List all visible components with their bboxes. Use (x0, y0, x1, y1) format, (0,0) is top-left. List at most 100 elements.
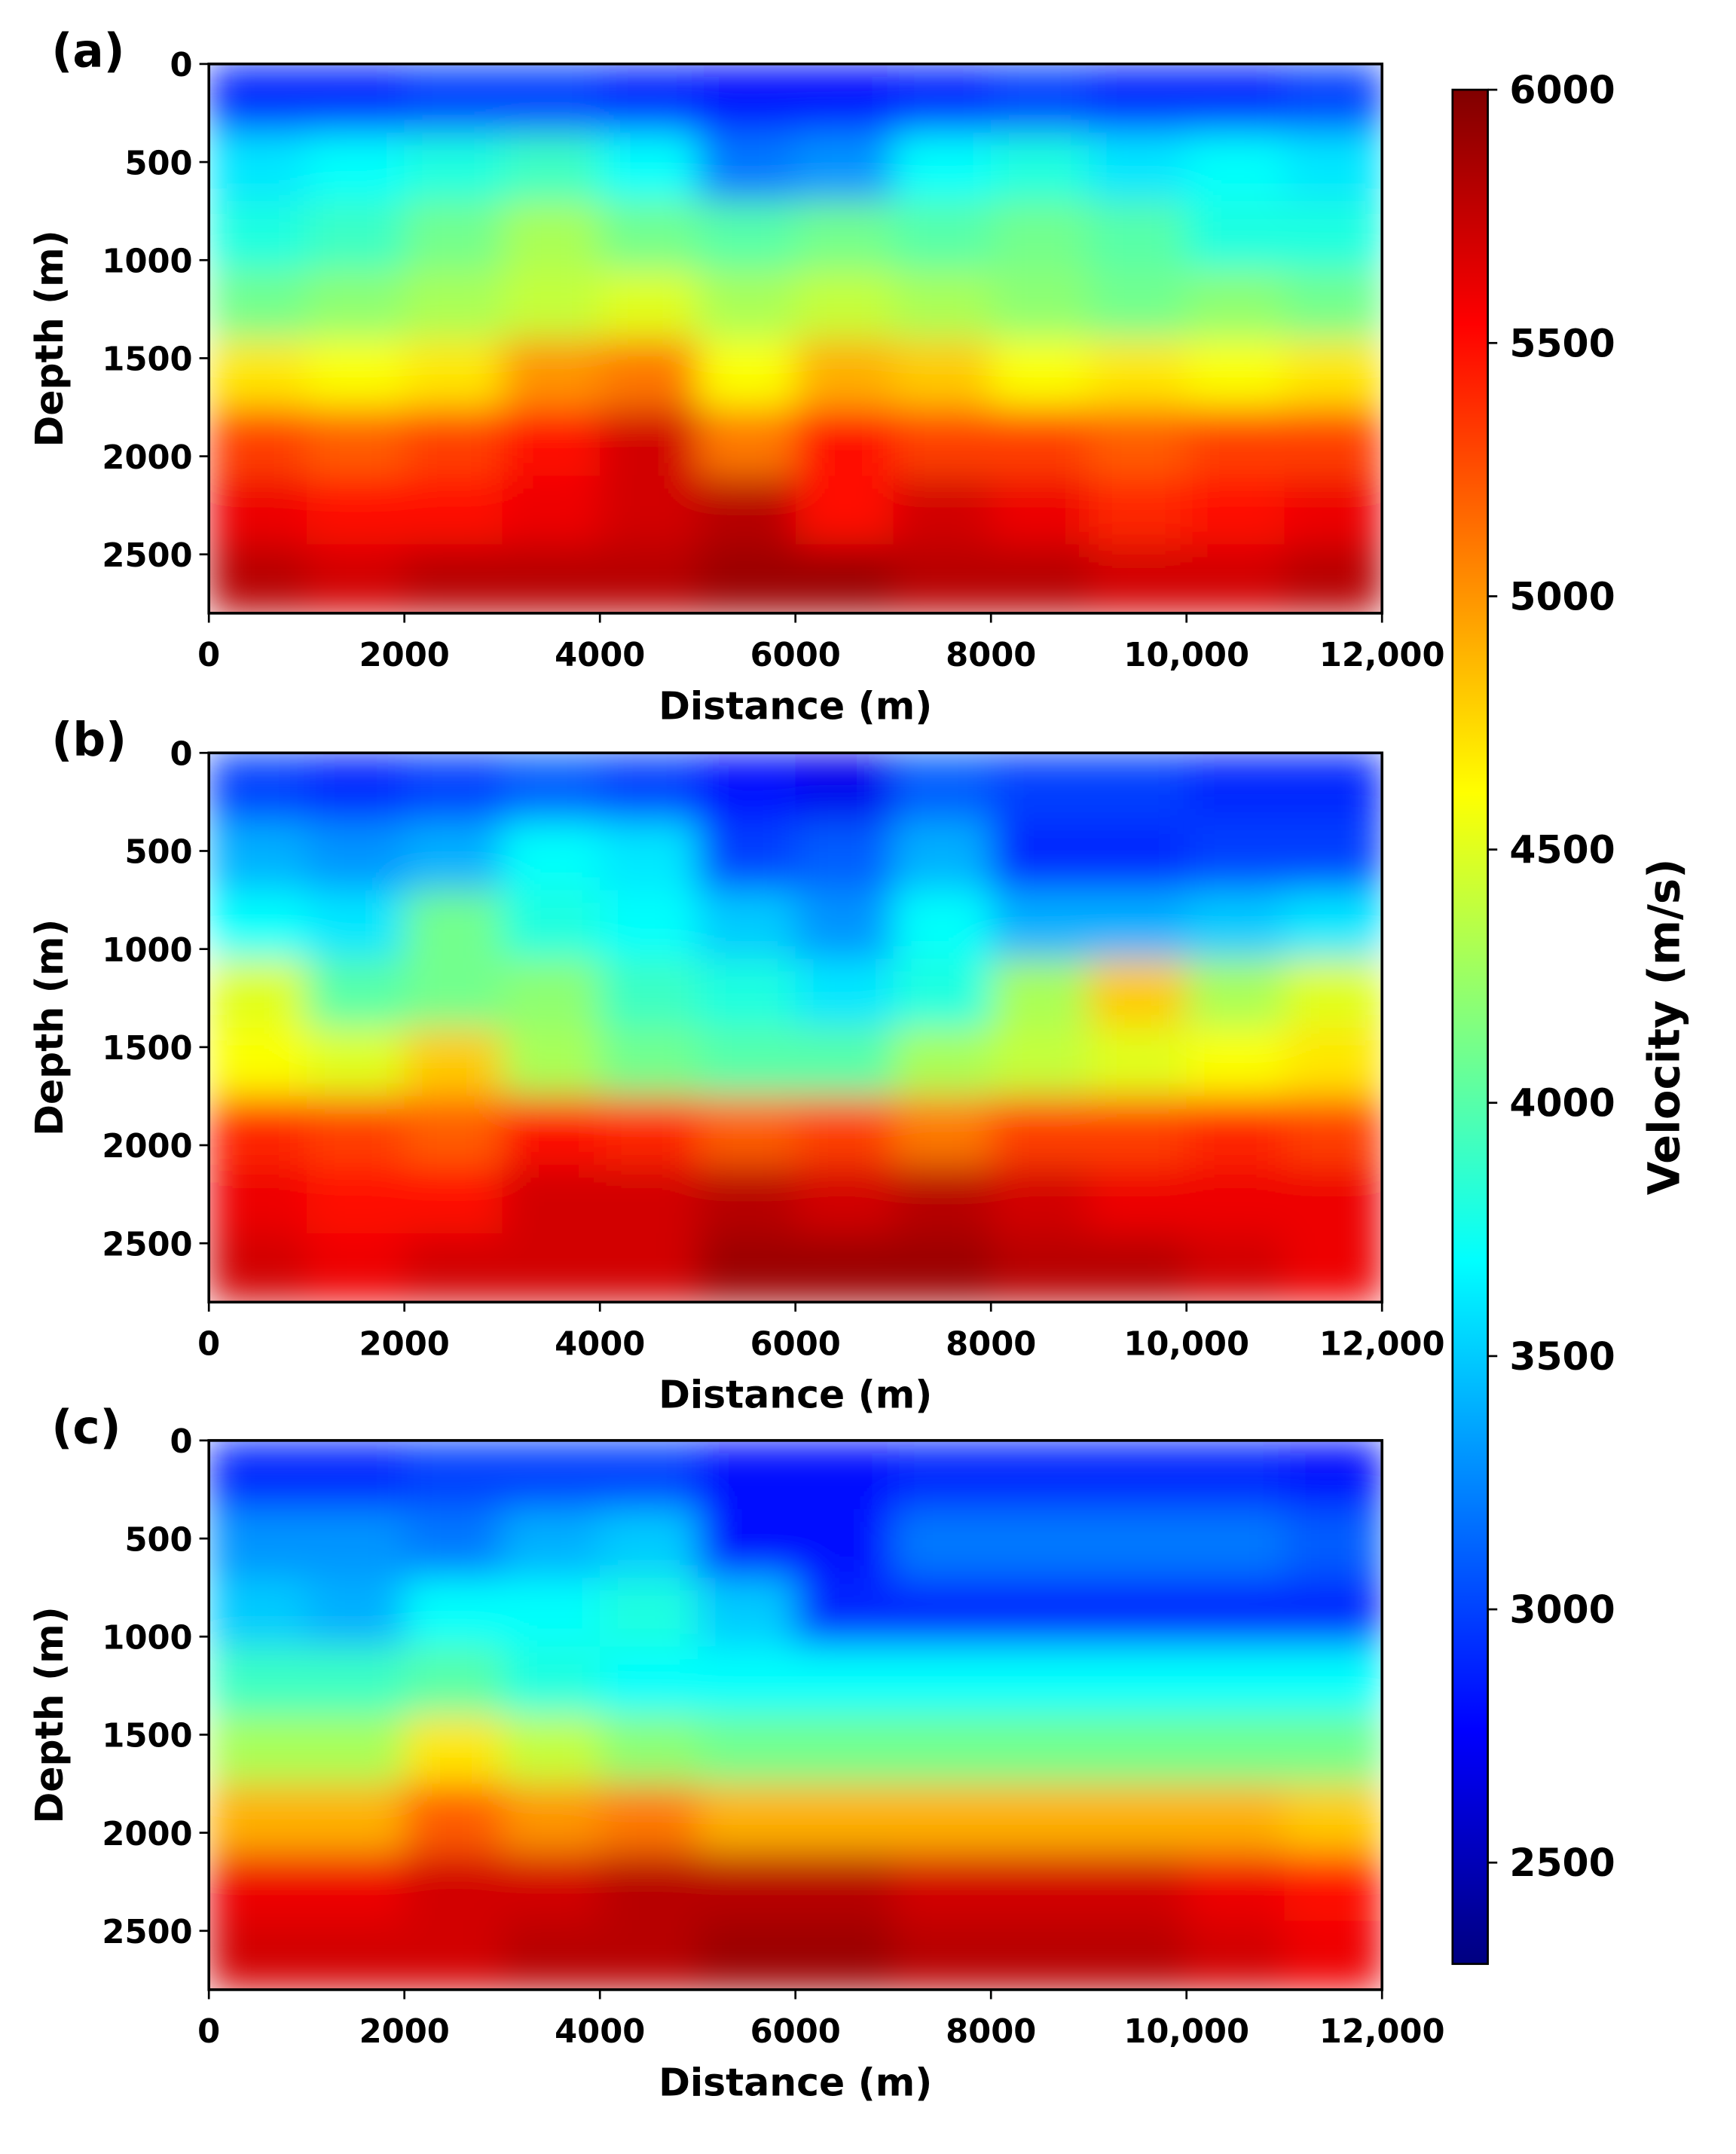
x-tick-label: 2000 (359, 1326, 450, 1364)
heatmap-cell (306, 1509, 406, 1579)
heatmap-cell (404, 958, 504, 1029)
x-tick-label: 0 (197, 1326, 220, 1364)
heatmap-cell (502, 201, 601, 272)
heatmap-cell (991, 821, 1090, 892)
y-tick-label: 2500 (102, 1226, 192, 1263)
x-tick-label: 6000 (750, 637, 841, 674)
x-tick-label: 8000 (946, 2013, 1036, 2051)
heatmap-cell (306, 1920, 406, 1990)
heatmap-cell (404, 1095, 504, 1166)
x-tick-label: 2000 (359, 637, 450, 674)
heatmap-cell (306, 63, 406, 134)
heatmap-cell (306, 475, 406, 546)
heatmap-cell (1186, 338, 1286, 409)
heatmap-cell (306, 1095, 406, 1166)
heatmap-cell (697, 958, 797, 1029)
heatmap-cell (795, 201, 895, 272)
heatmap-cell (1088, 958, 1188, 1029)
heatmap-cell (502, 133, 601, 203)
heatmap-cell (1088, 1440, 1188, 1511)
heatmap-cell (1284, 1783, 1383, 1854)
y-axis-label: Depth (m) (27, 230, 72, 447)
heatmap-cell (795, 1852, 895, 1923)
heatmap-cell (209, 201, 308, 272)
heatmap-cell (697, 475, 797, 546)
heatmap-cell (1088, 753, 1188, 823)
heatmap-cell (502, 270, 601, 341)
heatmap-cell (502, 890, 601, 961)
heatmap-cell (404, 1852, 504, 1923)
heatmap-cell (1088, 1165, 1188, 1235)
heatmap-cell (306, 1233, 406, 1303)
heatmap-cell (893, 1920, 992, 1990)
x-axis-label: Distance (m) (659, 2060, 932, 2104)
heatmap-cell (1186, 1715, 1286, 1786)
heatmap-cell (1284, 1027, 1383, 1098)
heatmap-cell (991, 201, 1090, 272)
heatmap-cell (209, 133, 308, 203)
heatmap-cell (893, 821, 992, 892)
heatmap-cell (404, 1578, 504, 1648)
heatmap-cell (1088, 338, 1188, 409)
heatmap-cell (795, 1440, 895, 1511)
heatmap-cell (1088, 407, 1188, 478)
x-tick-label: 6000 (750, 2013, 841, 2051)
heatmap-cell (502, 1440, 601, 1511)
heatmap-cell (893, 1783, 992, 1854)
heatmap-cell (306, 1783, 406, 1854)
x-tick-label: 4000 (555, 1326, 645, 1364)
y-axis-label: Depth (m) (27, 1606, 72, 1823)
heatmap-cell (991, 890, 1090, 961)
y-tick-label: 0 (170, 735, 193, 773)
heatmap-cell (404, 270, 504, 341)
heatmap-cell (502, 544, 601, 613)
heatmap-cell (1186, 890, 1286, 961)
x-axis-label: Distance (m) (659, 1373, 932, 1417)
heatmap-cell (600, 1783, 699, 1854)
heatmap-cell (600, 821, 699, 892)
heatmap-cell (404, 475, 504, 546)
y-tick-label: 1000 (102, 1619, 192, 1657)
heatmap-cell (502, 1852, 601, 1923)
heatmap-cell (502, 1509, 601, 1579)
heatmap-cell (991, 1095, 1090, 1166)
panel-label: (a) (51, 24, 124, 78)
heatmap-cell (697, 201, 797, 272)
x-tick-label: 4000 (555, 2013, 645, 2051)
heatmap-cell (795, 1509, 895, 1579)
heatmap-cell (209, 958, 308, 1029)
colorbar (1451, 88, 1489, 1966)
heatmap-cell (404, 1027, 504, 1098)
heatmap-cell (1088, 475, 1188, 546)
colorbar-tick-label: 5500 (1509, 321, 1615, 365)
x-tick-label: 12,000 (1319, 1326, 1445, 1364)
colorbar-tick-label: 3000 (1509, 1587, 1615, 1632)
heatmap-cell (893, 133, 992, 203)
y-tick-label: 2000 (102, 439, 192, 477)
heatmap-cell (893, 753, 992, 823)
heatmap-cell (306, 270, 406, 341)
heatmap-cell (502, 1095, 601, 1166)
heatmap-cell (893, 407, 992, 478)
heatmap-cell (1088, 270, 1188, 341)
heatmap-cell (1186, 1440, 1286, 1511)
heatmap-cell (209, 1165, 308, 1235)
heatmap-cell (306, 338, 406, 409)
heatmap-cell (893, 338, 992, 409)
heatmap-cell (306, 201, 406, 272)
heatmap-cell (600, 1440, 699, 1511)
heatmap-cell (209, 475, 308, 546)
heatmap-cell (893, 1095, 992, 1166)
heatmap-cell (306, 1578, 406, 1648)
heatmap-cell (1186, 1920, 1286, 1990)
heatmap-cell (795, 958, 895, 1029)
heatmap-cell (991, 1646, 1090, 1717)
heatmap-cell (697, 1852, 797, 1923)
heatmap-cell (1186, 753, 1286, 823)
y-tick-label: 1500 (102, 1030, 192, 1068)
heatmap-cell (1284, 821, 1383, 892)
heatmap (209, 63, 1383, 613)
heatmap-cell (893, 1646, 992, 1717)
heatmap-cell (1284, 1578, 1383, 1648)
heatmap-cell (600, 1095, 699, 1166)
